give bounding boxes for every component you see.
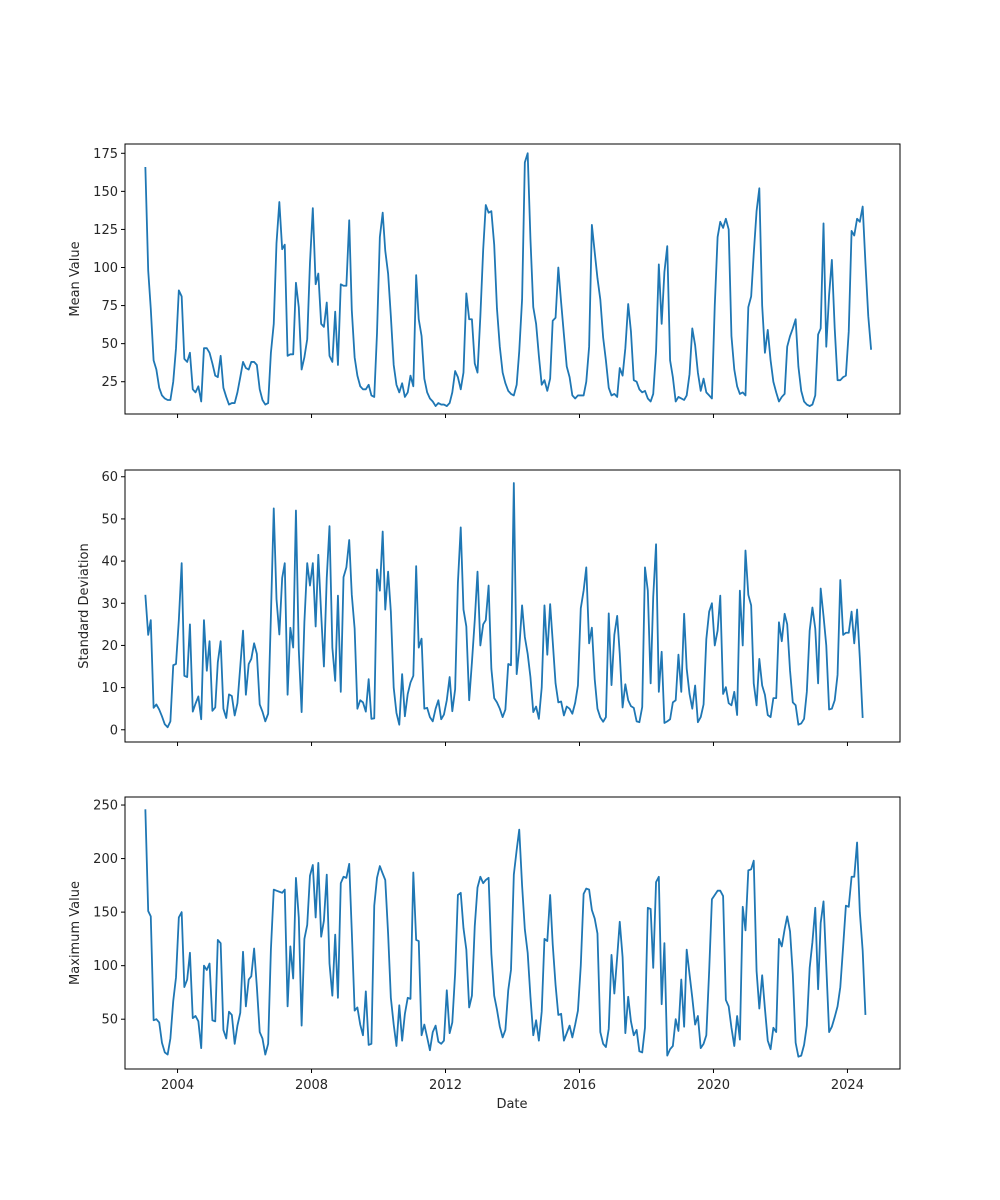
std-series-line: [144, 482, 864, 729]
max-series-group: [144, 809, 867, 1058]
mean-y-tick-label: 75: [101, 299, 118, 314]
std-series-group: [144, 482, 864, 729]
mean-y-tick-label: 175: [93, 147, 118, 162]
std-dev-panel: 0 10 20 30 40 50 60 Standard Deviation: [77, 469, 901, 746]
max-y-axis-label: Maximum Value: [68, 881, 83, 985]
x-tick-label: 2008: [295, 1078, 328, 1093]
x-tick-label: 2024: [831, 1078, 864, 1093]
x-tick-label: 2012: [429, 1078, 462, 1093]
mean-y-tick-label: 125: [93, 223, 118, 238]
max-x-ticks: [177, 1069, 848, 1073]
mean-y-tick-label: 150: [93, 185, 118, 200]
mean-value-panel: 25 50 75 100 125 150 175 Mean Value: [68, 143, 901, 418]
max-y-tick-label: 200: [93, 852, 118, 867]
max-y-tick-label: 100: [93, 959, 118, 974]
x-tick-label: 2004: [161, 1078, 194, 1093]
std-y-tick-label: 50: [101, 512, 118, 527]
max-x-tick-labels: 2004 2008 2012 2016 2020 2024: [161, 1078, 864, 1093]
mean-y-tick-label: 50: [101, 337, 118, 352]
std-y-tick-label: 40: [101, 555, 118, 570]
max-y-tick-label: 50: [101, 1013, 118, 1028]
mean-y-ticks: 25 50 75 100 125 150 175: [93, 147, 125, 390]
std-y-tick-label: 0: [110, 723, 118, 738]
std-axes-frame: [124, 469, 901, 743]
x-tick-label: 2020: [697, 1078, 730, 1093]
max-y-tick-label: 250: [93, 799, 118, 814]
std-y-tick-label: 10: [101, 681, 118, 696]
std-y-ticks: 0 10 20 30 40 50 60: [101, 470, 125, 738]
std-y-axis-label: Standard Deviation: [77, 543, 92, 668]
x-tick-label: 2016: [563, 1078, 596, 1093]
mean-y-tick-label: 25: [101, 375, 118, 390]
std-y-tick-label: 60: [101, 470, 118, 485]
std-y-tick-label: 30: [101, 597, 118, 612]
max-y-tick-label: 150: [93, 906, 118, 921]
mean-series-group: [144, 152, 873, 407]
std-y-tick-label: 20: [101, 639, 118, 654]
max-series-line: [144, 809, 867, 1058]
mean-y-tick-label: 100: [93, 261, 118, 276]
mean-series-line: [144, 152, 873, 407]
x-axis-label: Date: [496, 1097, 527, 1112]
mean-y-axis-label: Mean Value: [68, 241, 83, 316]
max-axes-frame: [124, 796, 901, 1070]
mean-x-ticks: [177, 414, 848, 418]
std-x-ticks: [177, 742, 848, 746]
mean-axes-frame: [124, 143, 901, 415]
max-y-ticks: 50 100 150 200 250: [93, 799, 125, 1028]
